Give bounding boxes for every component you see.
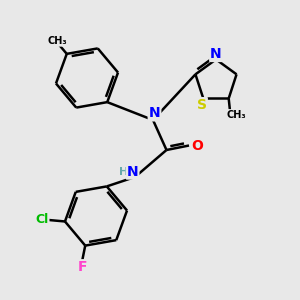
Text: S: S: [197, 98, 207, 112]
Text: O: O: [191, 139, 203, 152]
Text: H: H: [119, 167, 128, 177]
Text: F: F: [77, 260, 87, 274]
Text: N: N: [149, 106, 160, 120]
Text: N: N: [127, 165, 138, 178]
Text: CH₃: CH₃: [47, 36, 67, 46]
Text: CH₃: CH₃: [226, 110, 246, 120]
Text: N: N: [210, 47, 222, 61]
Text: Cl: Cl: [35, 214, 49, 226]
